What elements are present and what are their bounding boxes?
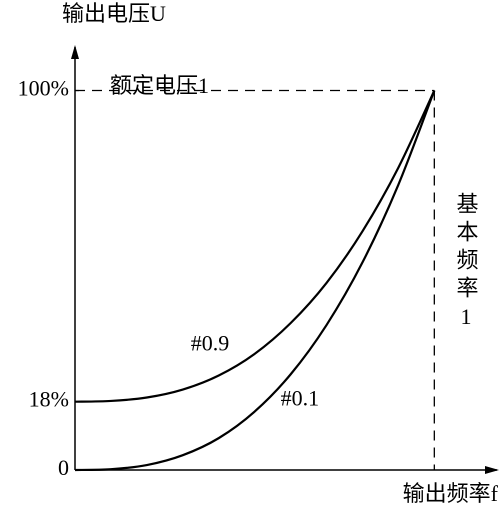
y-tick-label: 18% — [29, 387, 69, 412]
x-axis-title: 输出频率f — [403, 481, 499, 506]
line-series — [74, 90, 436, 403]
series-label: #0.9 — [191, 331, 230, 356]
series-label: #0.1 — [281, 385, 320, 410]
y-axis-title: 输出电压U — [62, 1, 166, 26]
line-series — [74, 90, 436, 472]
x-axis-arrow — [485, 466, 499, 474]
annotation: 基本频率1 — [454, 192, 479, 335]
y-tick-label: 0 — [58, 455, 69, 480]
annotation: 额定电压1 — [110, 73, 209, 98]
y-axis-arrow — [71, 45, 79, 59]
y-tick-label: 100% — [18, 76, 69, 101]
